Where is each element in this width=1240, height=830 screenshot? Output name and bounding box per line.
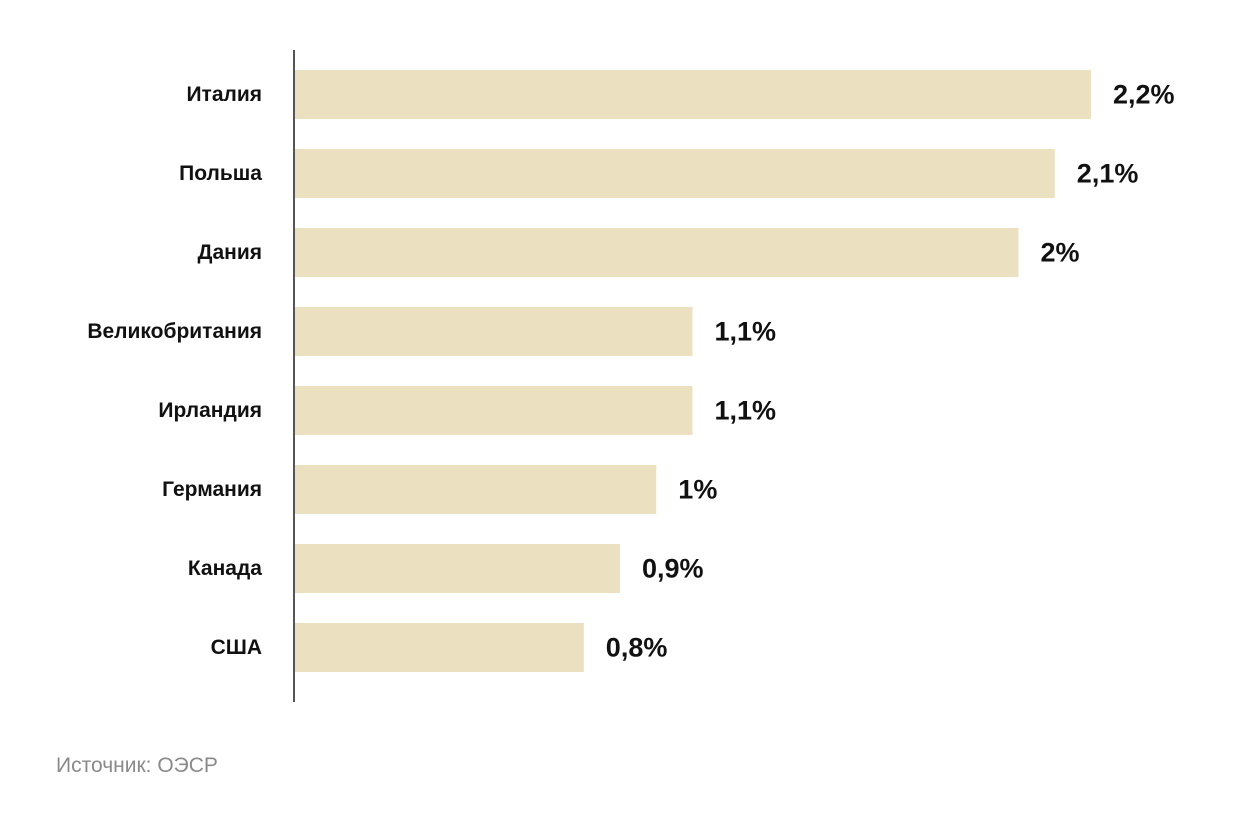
category-label-2: Дания <box>198 241 263 264</box>
bar-1 <box>294 149 1055 198</box>
bar-7 <box>294 623 584 672</box>
bars-group <box>294 70 1091 672</box>
source-note: Источник: ОЭСР <box>56 754 218 777</box>
category-label-0: Италия <box>186 83 262 106</box>
category-label-4: Ирландия <box>158 399 262 422</box>
value-label-1: 2,1% <box>1077 159 1139 189</box>
category-label-6: Канада <box>188 557 262 580</box>
category-labels: Италия Польша Дания Великобритания Ирландия Г… <box>87 83 262 659</box>
value-label-6: 0,9% <box>642 554 704 584</box>
bar-chart: Италия Польша Дания Великобритания Ирландия Г… <box>87 50 1175 702</box>
value-label-2: 2% <box>1041 238 1080 268</box>
category-label-1: Польша <box>179 162 262 185</box>
value-label-7: 0,8% <box>606 633 668 663</box>
category-label-5: Германия <box>162 478 262 501</box>
bar-3 <box>294 307 693 356</box>
bar-5 <box>294 465 657 514</box>
category-label-3: Великобритания <box>87 320 262 343</box>
value-label-3: 1,1% <box>715 317 777 347</box>
value-labels: 2,2% 2,1% 2% 1,1% 1,1% 1% 0,9% 0,8% <box>606 80 1175 663</box>
value-label-5: 1% <box>678 475 717 505</box>
value-label-0: 2,2% <box>1113 80 1175 110</box>
bar-0 <box>294 70 1091 119</box>
category-label-7: США <box>211 636 262 659</box>
bar-4 <box>294 386 693 435</box>
value-label-4: 1,1% <box>715 396 777 426</box>
bar-6 <box>294 544 620 593</box>
bar-2 <box>294 228 1019 277</box>
